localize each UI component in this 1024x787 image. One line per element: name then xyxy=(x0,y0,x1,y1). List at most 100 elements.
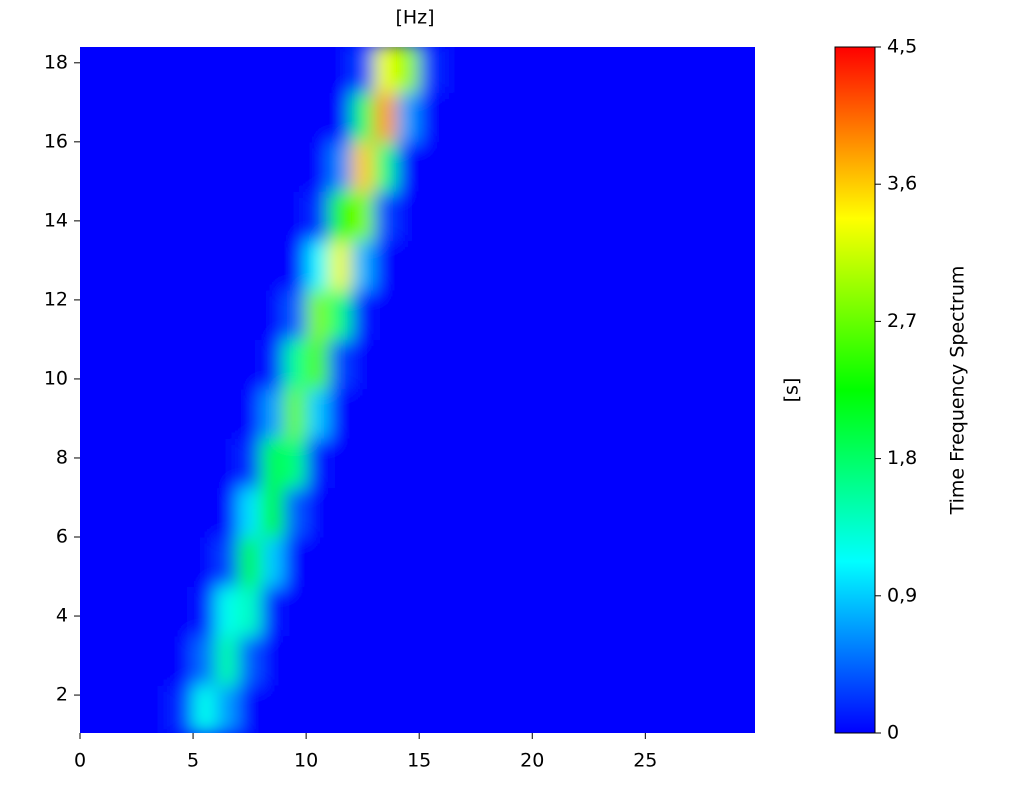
heat-cell xyxy=(125,47,149,93)
heat-cell xyxy=(373,537,398,587)
heat-cell xyxy=(487,47,511,93)
heat-cell xyxy=(328,388,352,439)
heat-cell xyxy=(193,635,217,686)
heat-cell xyxy=(600,191,624,242)
heat-cell xyxy=(509,290,533,340)
heat-cell xyxy=(487,487,511,538)
heat-cell xyxy=(306,586,330,637)
heat-cell xyxy=(193,240,217,291)
colorbar-tick-label: 4,5 xyxy=(887,36,917,58)
heat-cell xyxy=(125,635,149,686)
heat-cell xyxy=(147,438,171,489)
heat-cell xyxy=(532,586,556,637)
heat-cell xyxy=(419,240,443,291)
heat-cell xyxy=(554,388,578,439)
heat-cell xyxy=(260,141,285,192)
heat-cell xyxy=(645,685,669,733)
heat-cell xyxy=(170,388,194,439)
heat-cell xyxy=(373,191,398,242)
heat-cell xyxy=(667,685,692,733)
heat-cell xyxy=(600,141,624,192)
heat-cell xyxy=(667,290,692,340)
heat-cell xyxy=(645,438,669,489)
heat-cell xyxy=(667,191,692,242)
heat-cell xyxy=(441,586,465,637)
heat-cell xyxy=(102,487,126,538)
heat-cell xyxy=(554,141,578,192)
heat-cell xyxy=(170,47,194,93)
heat-cell xyxy=(80,92,104,143)
heat-cell xyxy=(600,240,624,291)
heat-cell xyxy=(713,290,737,340)
heat-cell xyxy=(690,240,714,291)
heat-cell xyxy=(260,290,285,340)
heat-cell xyxy=(102,339,126,390)
heat-cell xyxy=(600,537,624,587)
heat-cell xyxy=(238,290,262,340)
heat-cell xyxy=(125,92,149,143)
heat-cell xyxy=(125,388,149,439)
heat-cell xyxy=(396,537,420,587)
heat-cell xyxy=(260,47,285,93)
heat-cell xyxy=(441,635,465,686)
x-axis-label: [Hz] xyxy=(395,7,434,29)
heat-cell xyxy=(600,92,624,143)
heat-cell xyxy=(306,438,330,489)
heat-cell xyxy=(441,240,465,291)
heat-cell xyxy=(532,487,556,538)
heat-cell xyxy=(487,635,511,686)
heat-cell xyxy=(622,438,646,489)
heat-cell xyxy=(645,47,669,93)
heat-cell xyxy=(373,240,398,291)
heat-cell xyxy=(306,685,330,733)
heat-cell xyxy=(193,339,217,390)
heat-cell xyxy=(441,141,465,192)
heat-cell xyxy=(600,339,624,390)
heat-cell xyxy=(215,47,239,93)
heat-cell xyxy=(487,685,511,733)
heat-cell xyxy=(306,191,330,242)
heat-cell xyxy=(215,240,239,291)
heat-cell xyxy=(193,47,217,93)
heat-cell xyxy=(419,537,443,587)
heat-cell xyxy=(509,537,533,587)
heat-cell xyxy=(645,339,669,390)
heat-cell xyxy=(260,586,285,637)
heat-cell xyxy=(238,240,262,291)
heat-cell xyxy=(396,240,420,291)
heat-cell xyxy=(690,685,714,733)
heat-cell xyxy=(464,586,488,637)
heat-cell xyxy=(713,339,737,390)
heat-cell xyxy=(283,290,307,340)
heat-cell xyxy=(193,537,217,587)
heat-cell xyxy=(351,191,375,242)
heat-cell xyxy=(238,92,262,143)
heat-cell xyxy=(419,141,443,192)
heat-cell xyxy=(509,438,533,489)
heat-cell xyxy=(464,141,488,192)
heat-cell xyxy=(735,191,755,242)
heat-cell xyxy=(509,487,533,538)
heat-cell xyxy=(193,92,217,143)
heat-cell xyxy=(193,438,217,489)
heat-cell xyxy=(283,92,307,143)
heat-cell xyxy=(373,92,398,143)
colorbar-tick-label: 0,9 xyxy=(887,584,917,606)
heat-cell xyxy=(147,141,171,192)
heat-cell xyxy=(622,191,646,242)
heat-cell xyxy=(577,240,601,291)
heat-cell xyxy=(419,685,443,733)
x-tick-label: 20 xyxy=(520,750,544,772)
heat-cell xyxy=(600,685,624,733)
heat-cell xyxy=(645,240,669,291)
heat-cell xyxy=(283,388,307,439)
heat-cell xyxy=(645,537,669,587)
heat-cell xyxy=(306,92,330,143)
heat-cell xyxy=(735,47,755,93)
heat-cell xyxy=(419,339,443,390)
heat-cell xyxy=(102,92,126,143)
y-tick-label: 8 xyxy=(56,446,68,468)
heat-cell xyxy=(487,339,511,390)
heat-cell xyxy=(260,685,285,733)
